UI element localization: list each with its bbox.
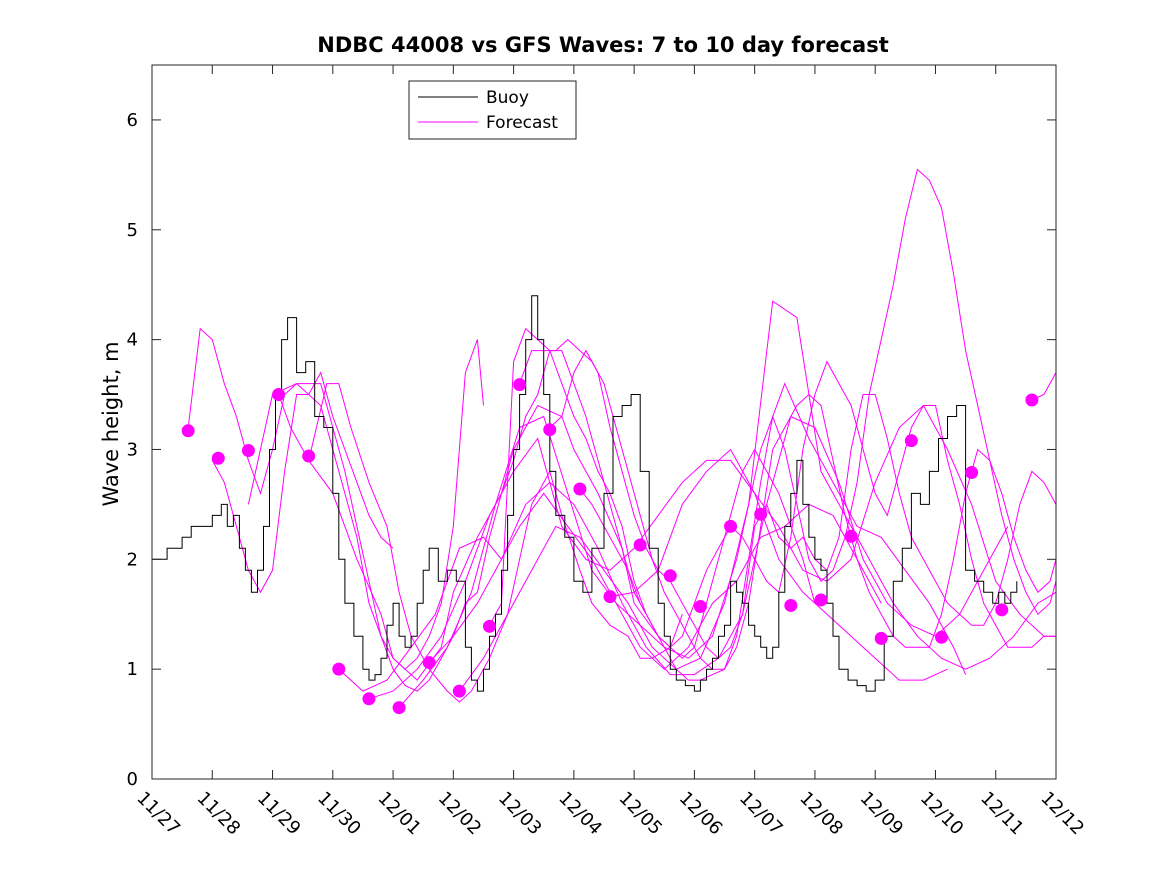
forecast-marker bbox=[482, 619, 496, 633]
y-axis-ticks: 0 1 2 3 4 5 6 bbox=[127, 110, 1056, 790]
buoy-line bbox=[152, 295, 1018, 692]
forecast-marker bbox=[362, 692, 376, 706]
forecast-line-5 bbox=[308, 404, 816, 681]
forecast-marker bbox=[513, 378, 527, 392]
y-tick-label: 5 bbox=[127, 220, 138, 241]
series-layer bbox=[152, 168, 1057, 708]
chart-title: NDBC 44008 vs GFS Waves: 7 to 10 day for… bbox=[317, 33, 888, 57]
forecast-line-15 bbox=[609, 404, 1056, 637]
forecast-line-6 bbox=[338, 492, 882, 692]
legend-forecast-label: Forecast bbox=[486, 113, 558, 133]
forecast-marker bbox=[452, 684, 466, 698]
forecast-marker bbox=[181, 424, 195, 438]
forecast-line-13 bbox=[549, 349, 1057, 659]
y-tick-label: 2 bbox=[127, 549, 138, 570]
forecast-marker bbox=[965, 466, 979, 480]
legend-box bbox=[408, 80, 577, 140]
legend: Buoy Forecast bbox=[408, 80, 577, 140]
forecast-marker bbox=[1025, 393, 1039, 407]
forecast-line-2 bbox=[211, 339, 484, 670]
forecast-marker bbox=[272, 388, 286, 402]
forecast-marker bbox=[332, 662, 346, 676]
marker-layer bbox=[181, 378, 1039, 715]
forecast-marker bbox=[784, 598, 798, 612]
forecast-marker bbox=[392, 701, 406, 715]
y-axis-label: Wave height, m bbox=[99, 341, 123, 506]
forecast-line-1 bbox=[187, 327, 394, 549]
y-tick-label: 3 bbox=[127, 439, 138, 460]
forecast-marker bbox=[422, 656, 436, 670]
forecast-marker bbox=[814, 593, 828, 607]
forecast-marker bbox=[663, 569, 677, 583]
forecast-marker bbox=[241, 444, 255, 458]
legend-buoy-label: Buoy bbox=[486, 88, 529, 108]
forecast-marker bbox=[724, 519, 738, 533]
forecast-marker bbox=[573, 482, 587, 496]
forecast-marker bbox=[934, 630, 948, 644]
forecast-marker bbox=[874, 631, 888, 645]
forecast-line-14 bbox=[579, 168, 1057, 681]
forecast-line-8 bbox=[398, 382, 967, 708]
forecast-line-4 bbox=[278, 383, 683, 703]
forecast-marker bbox=[603, 590, 617, 604]
forecast-marker bbox=[211, 451, 225, 465]
forecast-marker bbox=[844, 529, 858, 543]
forecast-marker bbox=[302, 449, 316, 463]
plot-area bbox=[151, 64, 1057, 780]
forecast-line-10 bbox=[458, 300, 1057, 692]
y-tick-label: 6 bbox=[127, 110, 138, 131]
forecast-marker bbox=[543, 423, 557, 437]
forecast-marker bbox=[995, 603, 1009, 617]
y-tick-label: 4 bbox=[127, 330, 138, 351]
forecast-marker bbox=[633, 538, 647, 552]
forecast-marker bbox=[693, 600, 707, 614]
forecast-marker bbox=[754, 507, 768, 521]
y-tick-label: 1 bbox=[127, 659, 138, 680]
forecast-marker bbox=[904, 434, 918, 448]
y-tick-label: 0 bbox=[127, 769, 138, 790]
plot-frame bbox=[151, 64, 1057, 780]
